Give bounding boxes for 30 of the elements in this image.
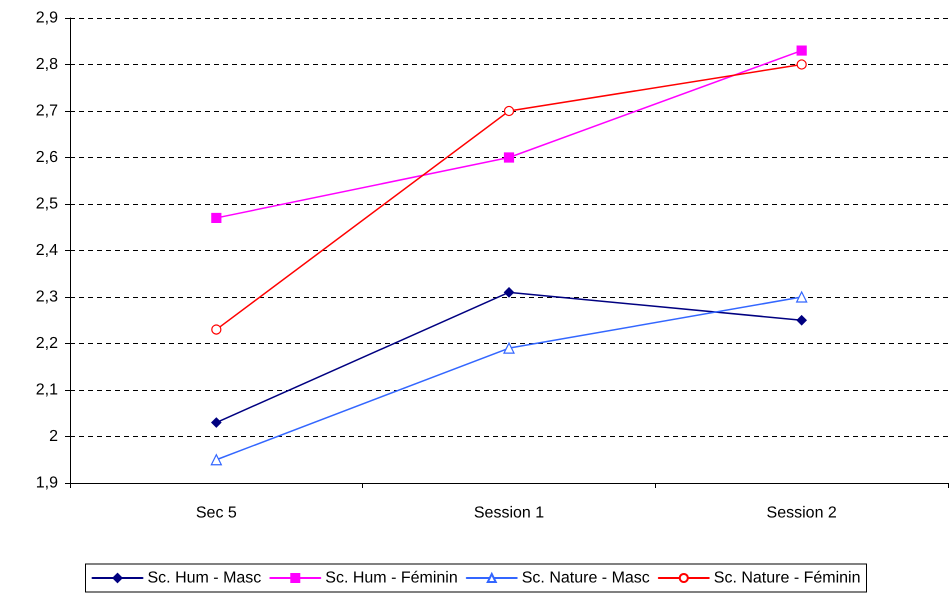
x-tick-label: Session 1 <box>474 504 544 522</box>
point <box>211 324 222 335</box>
x-tick-label: Sec 5 <box>196 504 237 522</box>
point <box>211 417 222 428</box>
legend-label: Sc. Hum - Féminin <box>325 570 458 586</box>
y-tick-label: 2,4 <box>36 242 58 259</box>
point <box>796 59 807 70</box>
point <box>504 152 514 163</box>
legend-label: Sc. Hum - Masc <box>148 570 262 586</box>
point <box>504 287 514 298</box>
point <box>796 315 807 326</box>
y-tick-label: 2 <box>49 428 58 445</box>
x-tick-label: Session 2 <box>766 504 837 522</box>
legend-label: Sc. Nature - Féminin <box>714 570 861 586</box>
y-tick-label: 2,1 <box>36 382 58 398</box>
point <box>503 342 515 354</box>
y-tick-label: 1,9 <box>36 474 58 492</box>
y-tick-label: 2,7 <box>36 102 58 120</box>
y-tick-label: 2,6 <box>36 149 58 166</box>
point <box>210 454 222 466</box>
point <box>504 106 514 116</box>
y-tick-label: 2,2 <box>36 335 58 352</box>
point <box>211 212 222 224</box>
y-tick-label: 2,5 <box>36 196 58 212</box>
point <box>796 291 808 303</box>
point <box>796 45 807 56</box>
y-tick-label: 2,8 <box>36 56 58 73</box>
y-tick-label: 2,9 <box>36 10 58 26</box>
y-tick-label: 2,3 <box>36 288 58 306</box>
legend-label: Sc. Nature - Masc <box>522 570 650 586</box>
